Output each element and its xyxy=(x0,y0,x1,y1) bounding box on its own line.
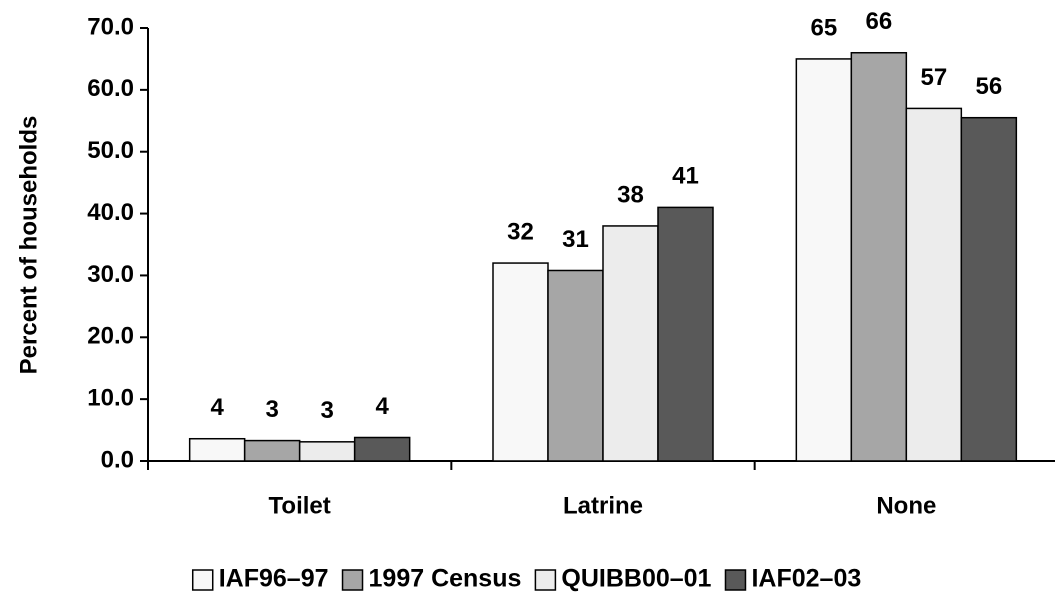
x-tick-label: Latrine xyxy=(563,492,643,519)
y-tick-label: 40.0 xyxy=(87,199,134,226)
value-label: 4 xyxy=(375,393,389,420)
value-label: 56 xyxy=(975,73,1002,100)
legend-label: 1997 Census xyxy=(369,565,522,593)
bar xyxy=(657,206,714,462)
y-tick-label: 10.0 xyxy=(87,384,134,411)
bar xyxy=(850,51,908,462)
bar xyxy=(188,437,246,462)
legend-label: IAF02–03 xyxy=(751,565,861,593)
bar xyxy=(602,225,659,462)
legend-swatch xyxy=(724,569,747,591)
value-label: 32 xyxy=(507,218,534,245)
value-label: 66 xyxy=(865,8,892,35)
y-tick-label: 30.0 xyxy=(87,261,134,288)
bar xyxy=(905,107,963,462)
y-tick-label: 0.0 xyxy=(101,446,134,473)
bar xyxy=(243,439,301,462)
y-axis-title: Percent of households xyxy=(15,116,42,375)
value-label: 57 xyxy=(920,64,947,91)
value-label: 41 xyxy=(672,163,699,190)
legend-label: QUIBB00–01 xyxy=(561,565,711,593)
bar xyxy=(960,116,1018,462)
y-tick-label: 70.0 xyxy=(87,13,134,40)
value-label: 3 xyxy=(320,397,333,424)
bar xyxy=(795,58,853,462)
x-tick-label: Toilet xyxy=(269,492,331,519)
value-label: 3 xyxy=(265,396,278,423)
value-label: 31 xyxy=(562,226,589,253)
bar xyxy=(547,269,604,462)
legend-swatch xyxy=(341,569,364,591)
legend-swatch xyxy=(191,569,214,591)
legend-swatch xyxy=(534,569,557,591)
value-label: 38 xyxy=(617,181,644,208)
y-tick-label: 20.0 xyxy=(87,323,134,350)
x-tick-label: None xyxy=(876,492,936,519)
bar xyxy=(298,441,356,462)
value-label: 65 xyxy=(810,14,837,41)
value-label: 4 xyxy=(210,394,224,421)
legend-label: IAF96–97 xyxy=(219,565,329,593)
bar xyxy=(492,262,549,462)
y-tick-label: 50.0 xyxy=(87,137,134,164)
bar xyxy=(353,436,411,462)
y-tick-label: 60.0 xyxy=(87,75,134,102)
